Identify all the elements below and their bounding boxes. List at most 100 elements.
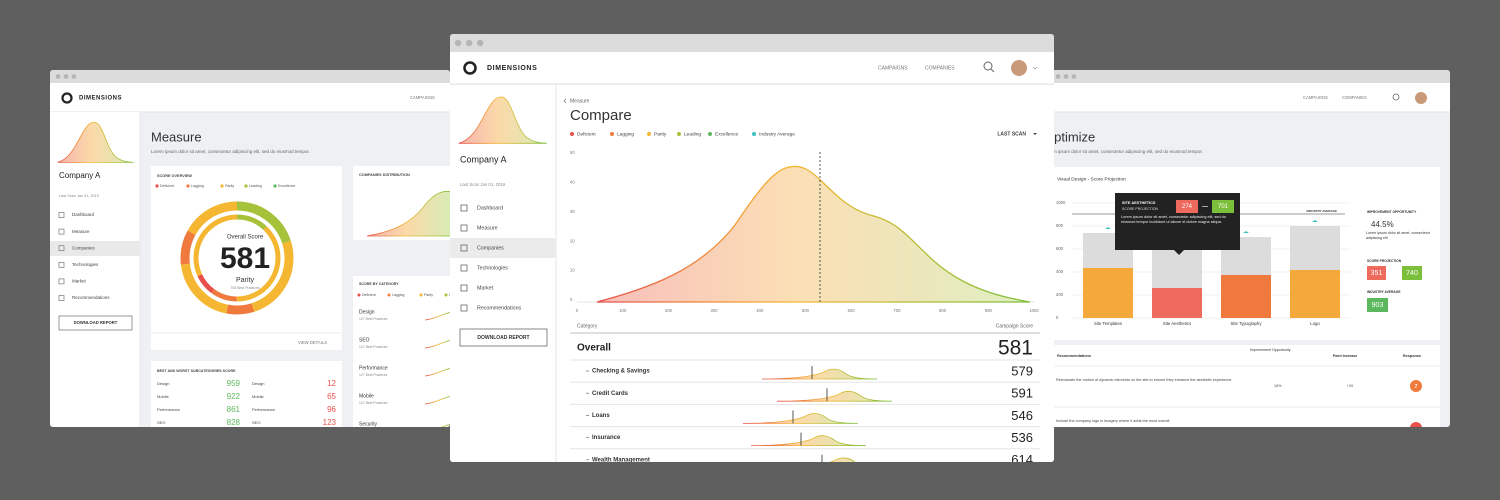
subcategory-name: Mobile [252,394,265,399]
window-dot [465,39,473,47]
legend-dot [244,184,248,188]
bar-current [1290,270,1340,318]
mini-curve [424,367,450,377]
subcategory-name: Mobile [157,394,170,399]
legend-label: Lagging [392,293,405,297]
menu-item: Recommendations [72,295,110,300]
menu-item: Market [477,285,494,291]
mini-curve [424,423,450,427]
card-title: BEST AND WORST SUBCATEGORIES SCORE [157,369,236,373]
title-bar [450,34,1054,52]
x-tick-label: 300 [711,308,719,313]
score-label: Overall Score [227,235,264,241]
tooltip-body: Lorem ipsum dolor sit amet, consectetur … [1121,215,1226,224]
mini-distribution [776,390,893,402]
tooltip-title: SITE AESTHETICS [1122,201,1156,205]
score-level: Parity [236,277,254,284]
search-handle [990,68,995,73]
sidebar [50,112,140,427]
mini-curve [424,339,450,349]
subcategory-name: Design [157,381,169,386]
menu-icon [58,228,65,235]
column-header: Campaign Score [996,323,1033,329]
y-tick-label: 400 [1056,269,1064,274]
recommendation: Reevaluate the motion of dynamic element… [1056,378,1233,382]
response: 7 [1415,384,1418,390]
legend-label: Parity [225,184,234,188]
category-score: 614 [1011,452,1033,467]
projection-from: 351 [1371,270,1383,277]
y-tick-label: 40 [570,180,575,185]
download-button[interactable] [459,328,548,347]
legend-dot [752,132,756,136]
nav-link: CAMPAIGNS [410,95,435,100]
nav-link: COMPANIES [1342,95,1367,100]
y-tick-label: 0 [570,297,573,302]
category-name: Design [359,309,375,315]
center-window: DIMENSIONS CAMPAIGNS COMPANIES Company A Las… [450,34,1054,467]
download-button[interactable] [58,315,133,331]
y-tick-label: 30 [570,209,575,214]
card [1050,345,1440,427]
worst-score: 12 [327,379,336,388]
menu-selected [450,238,556,258]
subcategory-name: SEO [252,420,260,425]
y-tick-label: 50 [570,150,575,155]
menu-icon [460,284,468,292]
x-tick-label: 1000 [1029,308,1039,313]
menu-item: Recommendations [477,305,522,311]
window-dot [71,74,77,79]
nav-link: CAMPAIGNS [878,65,908,71]
legend-label: Deficient [160,184,174,188]
legend-label: Deficient [362,293,376,297]
legend-dot [570,132,574,136]
menu-item: Technologies [72,262,99,267]
legend-label: Lagging [191,184,204,188]
bar-current [1221,275,1271,318]
recommendation: Include the company logo in imagery wher… [1056,419,1170,423]
logo [61,92,73,104]
x-tick-label: 100 [619,308,627,313]
donut-segment [180,201,294,315]
window-dot [476,39,484,47]
donut-segment [193,214,281,302]
y-tick-label: 20 [570,238,575,243]
legend-dot [647,132,651,136]
mini-distribution [742,413,859,424]
donut-segment [193,214,281,302]
category-note: 127 Best Practices [359,401,388,405]
y-tick-label: 0 [1056,315,1059,320]
menu-icon [58,295,65,301]
side-text: Lorem ipsum dolor sit amet, consectetur … [1366,231,1430,240]
legend-label: Industry Average [759,131,795,137]
sidebar-curve [57,122,134,163]
menu-item: Dashboard [477,205,503,211]
legend-dot [419,293,423,297]
bar-current [1083,268,1133,318]
from-badge [1367,266,1386,280]
legend-dot [186,184,190,188]
menu-icon [58,245,65,252]
to-badge [1212,200,1234,213]
brand: DIMENSIONS [487,65,537,72]
legend-label: Excellence [278,184,295,188]
legend-dot [357,293,361,297]
x-tick-label: 700 [893,308,901,313]
menu-selected [50,241,140,256]
category-name: Security [359,421,378,427]
menu-icon [58,278,65,285]
worst-score: 123 [323,418,337,427]
legend-label: Lagging [617,131,634,137]
subcategory-name: Performance [252,407,276,412]
response-badge[interactable] [1410,380,1422,392]
menu-icon [58,261,65,268]
legend-dot [444,293,448,297]
button-label: DOWNLOAD REPORT [477,335,529,341]
menu-icon [58,212,65,218]
up-marker [1243,231,1249,233]
legend-label: Parity [424,293,433,297]
tooltip-to: 701 [1218,204,1229,210]
search-icon [983,61,993,71]
nav-link: CAMPAIGNS [1303,95,1328,100]
